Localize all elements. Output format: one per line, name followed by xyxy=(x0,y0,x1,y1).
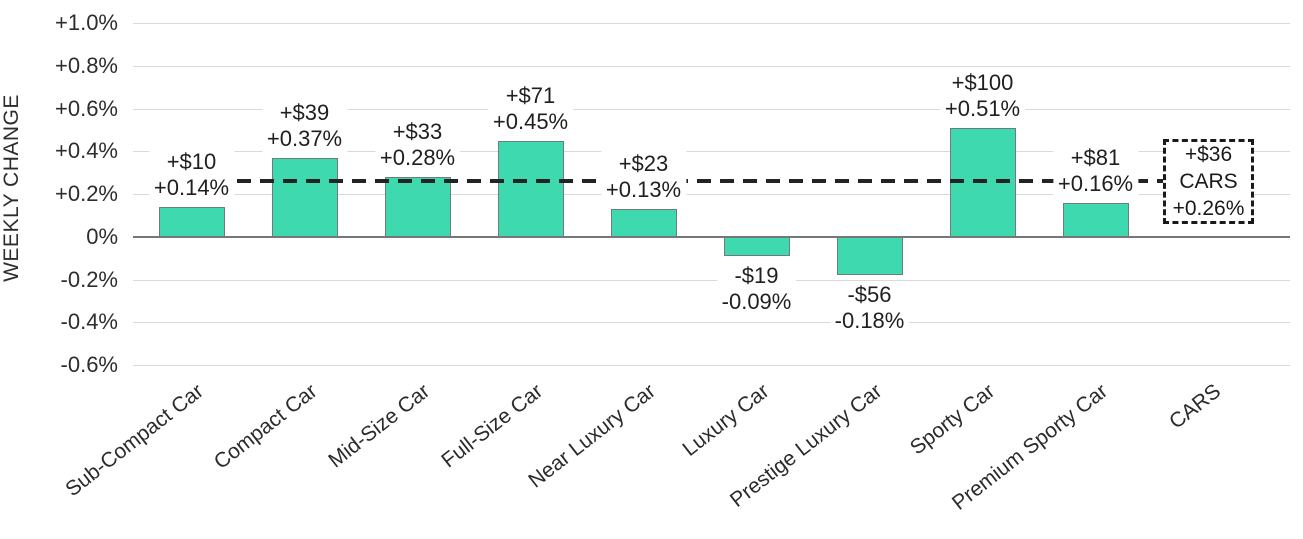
bar-percent-label: -0.18% xyxy=(834,308,905,334)
bar-value-label: -$19 -0.09% xyxy=(716,262,797,315)
bar-dollar-label: -$56 xyxy=(847,282,892,308)
bar-percent-label: +0.37% xyxy=(266,125,343,151)
x-tick-label: Sub-Compact Car xyxy=(61,379,209,502)
x-tick-label: Luxury Car xyxy=(678,379,774,461)
y-tick-label: 0% xyxy=(86,223,118,249)
bar xyxy=(158,206,225,237)
y-tick-label: -0.4% xyxy=(60,309,118,335)
bar-value-label: +$100 +0.51% xyxy=(939,69,1026,122)
bar-dollar-label: +$39 xyxy=(279,99,330,125)
y-tick-label: -0.6% xyxy=(60,352,118,377)
bar-value-label: +$39 +0.37% xyxy=(261,99,348,152)
y-tick-label: +0.8% xyxy=(55,52,118,78)
y-tick-label: +0.4% xyxy=(55,138,118,164)
bar xyxy=(271,157,338,237)
bar xyxy=(610,208,677,237)
y-tick-label: +0.2% xyxy=(55,181,118,206)
bar-dollar-label: +$23 xyxy=(618,150,669,176)
bar-value-label: +$71 +0.45% xyxy=(487,82,574,135)
cars-summary-line: CARS xyxy=(1179,169,1238,193)
cars-summary-line: +$36 xyxy=(1184,142,1233,166)
gridline xyxy=(133,194,1290,195)
bar-percent-label: +0.51% xyxy=(944,95,1021,121)
gridline xyxy=(133,279,1290,281)
bar-dollar-label: -$19 xyxy=(734,262,779,288)
bar xyxy=(836,236,903,276)
bar-value-label: +$33 +0.28% xyxy=(374,118,461,171)
bar-percent-label: +0.16% xyxy=(1057,170,1134,196)
y-tick-label: +1.0% xyxy=(55,10,118,35)
bar-percent-label: +0.45% xyxy=(492,108,569,134)
reference-dashed-line xyxy=(236,179,1163,184)
bar-dollar-label: +$33 xyxy=(392,118,443,144)
gridline xyxy=(133,151,1290,153)
bar xyxy=(1062,202,1129,237)
bar-dollar-label: +$10 xyxy=(166,148,217,174)
gridline xyxy=(133,65,1290,67)
x-tick-label: Sporty Car xyxy=(906,379,1000,460)
x-tick-label: CARS xyxy=(1165,379,1226,434)
cars-summary-line: +0.26% xyxy=(1172,196,1245,220)
x-axis-zero-line xyxy=(133,235,1290,238)
gridline xyxy=(133,365,1290,366)
bar xyxy=(497,140,564,237)
gridline xyxy=(133,322,1290,324)
bar xyxy=(384,176,451,237)
bar-percent-label: +0.13% xyxy=(605,176,682,202)
x-tick-label: Mid-Size Car xyxy=(324,379,435,473)
x-tick-label: Compact Car xyxy=(209,379,322,474)
x-tick-label: Full-Size Car xyxy=(437,379,548,473)
bar-percent-label: +0.14% xyxy=(153,174,230,200)
bar-value-label: +$81 +0.16% xyxy=(1052,144,1139,197)
bar-dollar-label: +$81 xyxy=(1070,144,1121,170)
y-tick-label: +0.6% xyxy=(55,95,118,121)
y-tick-label: -0.2% xyxy=(60,266,118,292)
bar-value-label: +$23 +0.13% xyxy=(600,150,687,203)
bar-dollar-label: +$100 xyxy=(951,69,1014,95)
cars-summary-box: +$36 CARS +0.26% xyxy=(1163,138,1254,224)
bar-percent-label: +0.28% xyxy=(379,144,456,170)
bar-percent-label: -0.09% xyxy=(721,288,792,314)
bar-value-label: -$56 -0.18% xyxy=(829,282,910,335)
bar xyxy=(723,236,790,256)
bar-value-label: +$10 +0.14% xyxy=(148,148,235,201)
gridline xyxy=(133,23,1290,24)
bar-dollar-label: +$71 xyxy=(505,82,556,108)
gridline xyxy=(133,108,1290,110)
